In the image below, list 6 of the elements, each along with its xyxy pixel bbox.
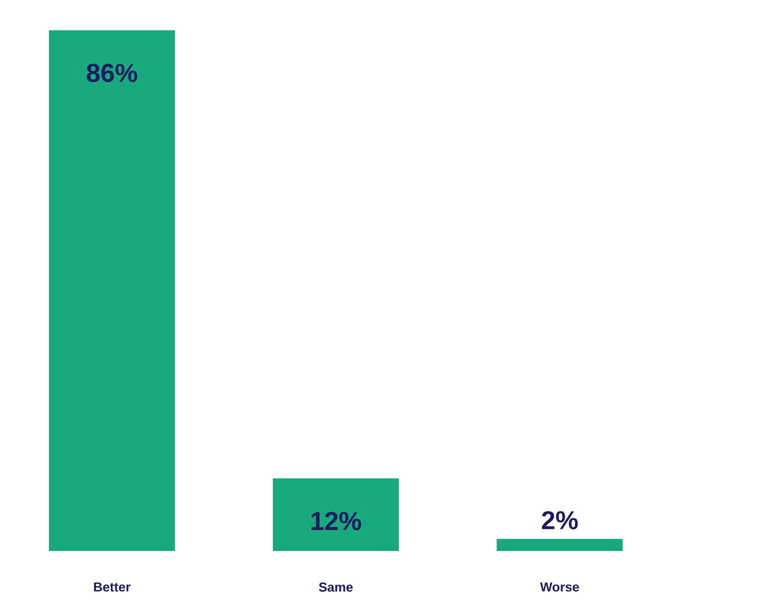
x-tick-label: Worse	[540, 582, 579, 592]
data-label: 86%	[86, 64, 138, 82]
data-label: 2%	[542, 511, 578, 530]
data-label: 12%	[312, 512, 362, 530]
x-tick-label: Better	[94, 582, 130, 592]
x-tick-label: Same	[318, 582, 353, 592]
